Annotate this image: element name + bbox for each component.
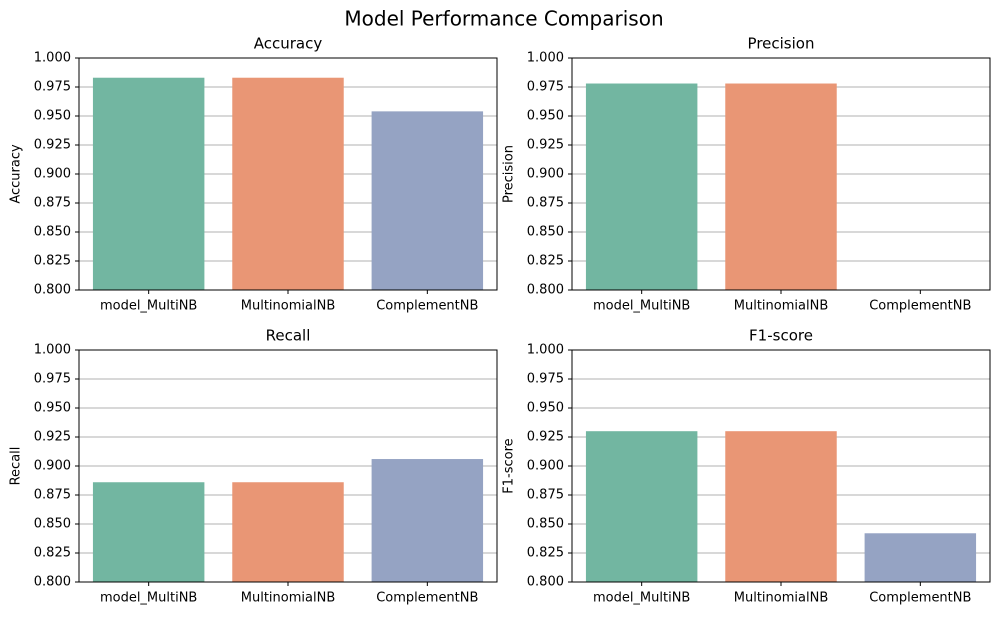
subplot-title: Recall <box>266 327 311 345</box>
y-tick-label: 0.925 <box>34 138 71 153</box>
y-tick-label: 0.900 <box>34 459 71 474</box>
axes-frame <box>571 57 991 291</box>
axes-frame <box>571 349 991 583</box>
subplot-title: F1-score <box>749 327 813 345</box>
y-tick-label: 0.850 <box>527 517 564 532</box>
y-tick-label: 0.950 <box>34 109 71 124</box>
y-tick-label: 0.825 <box>527 254 564 269</box>
y-tick-label: 0.950 <box>34 401 71 416</box>
y-axis-label: Accuracy <box>9 144 24 204</box>
bar <box>92 77 205 290</box>
bar <box>371 459 484 582</box>
bar <box>864 533 977 582</box>
y-tick-label: 0.875 <box>527 488 564 503</box>
bar <box>232 77 344 290</box>
y-tick-label: 0.950 <box>527 109 564 124</box>
y-tick-label: 0.900 <box>527 167 564 182</box>
y-axis-label: Recall <box>9 447 24 486</box>
x-tick-label: model_MultiNB <box>593 299 690 314</box>
y-tick-label: 0.900 <box>527 459 564 474</box>
y-tick-label: 1.000 <box>34 51 71 66</box>
bar <box>371 111 484 290</box>
x-tick-label: MultinomialNB <box>241 591 335 606</box>
bar <box>725 431 837 582</box>
y-tick-label: 0.800 <box>34 283 71 298</box>
y-tick-label: 0.975 <box>34 372 71 387</box>
y-tick-label: 0.825 <box>34 254 71 269</box>
y-tick-label: 0.975 <box>527 372 564 387</box>
bar <box>585 83 698 290</box>
bar <box>585 431 698 582</box>
y-tick-label: 0.850 <box>34 225 71 240</box>
subplot-title: Accuracy <box>254 35 323 53</box>
y-tick-label: 0.925 <box>527 138 564 153</box>
y-tick-label: 0.875 <box>34 488 71 503</box>
y-tick-label: 0.800 <box>527 575 564 590</box>
y-tick-label: 0.850 <box>34 517 71 532</box>
y-tick-label: 0.825 <box>34 546 71 561</box>
bar <box>725 83 837 290</box>
y-tick-label: 0.875 <box>34 196 71 211</box>
y-tick-label: 0.850 <box>527 225 564 240</box>
figure-title: Model Performance Comparison <box>344 7 663 31</box>
x-tick-label: ComplementNB <box>869 591 971 606</box>
y-tick-label: 0.825 <box>527 546 564 561</box>
y-tick-label: 1.000 <box>527 51 564 66</box>
y-tick-label: 0.800 <box>34 575 71 590</box>
y-tick-label: 0.875 <box>527 196 564 211</box>
subplot-title: Precision <box>748 35 815 53</box>
x-tick-label: model_MultiNB <box>100 591 197 606</box>
x-tick-label: ComplementNB <box>376 591 478 606</box>
y-tick-label: 0.925 <box>34 430 71 445</box>
axes-frame <box>78 349 498 583</box>
bar <box>92 482 205 582</box>
x-tick-label: model_MultiNB <box>593 591 690 606</box>
y-tick-label: 0.975 <box>527 80 564 95</box>
x-tick-label: ComplementNB <box>376 299 478 314</box>
y-tick-label: 0.950 <box>527 401 564 416</box>
y-tick-label: 0.900 <box>34 167 71 182</box>
x-tick-label: MultinomialNB <box>734 299 828 314</box>
y-tick-label: 0.975 <box>34 80 71 95</box>
y-tick-label: 0.800 <box>527 283 564 298</box>
y-tick-label: 0.925 <box>527 430 564 445</box>
y-axis-label: F1-score <box>502 438 517 493</box>
x-tick-label: ComplementNB <box>869 299 971 314</box>
y-axis-label: Precision <box>502 145 517 203</box>
y-tick-label: 1.000 <box>34 343 71 358</box>
x-tick-label: model_MultiNB <box>100 299 197 314</box>
bar <box>232 482 344 582</box>
axes-frame <box>78 57 498 291</box>
x-tick-label: MultinomialNB <box>241 299 335 314</box>
x-tick-label: MultinomialNB <box>734 591 828 606</box>
y-tick-label: 1.000 <box>527 343 564 358</box>
